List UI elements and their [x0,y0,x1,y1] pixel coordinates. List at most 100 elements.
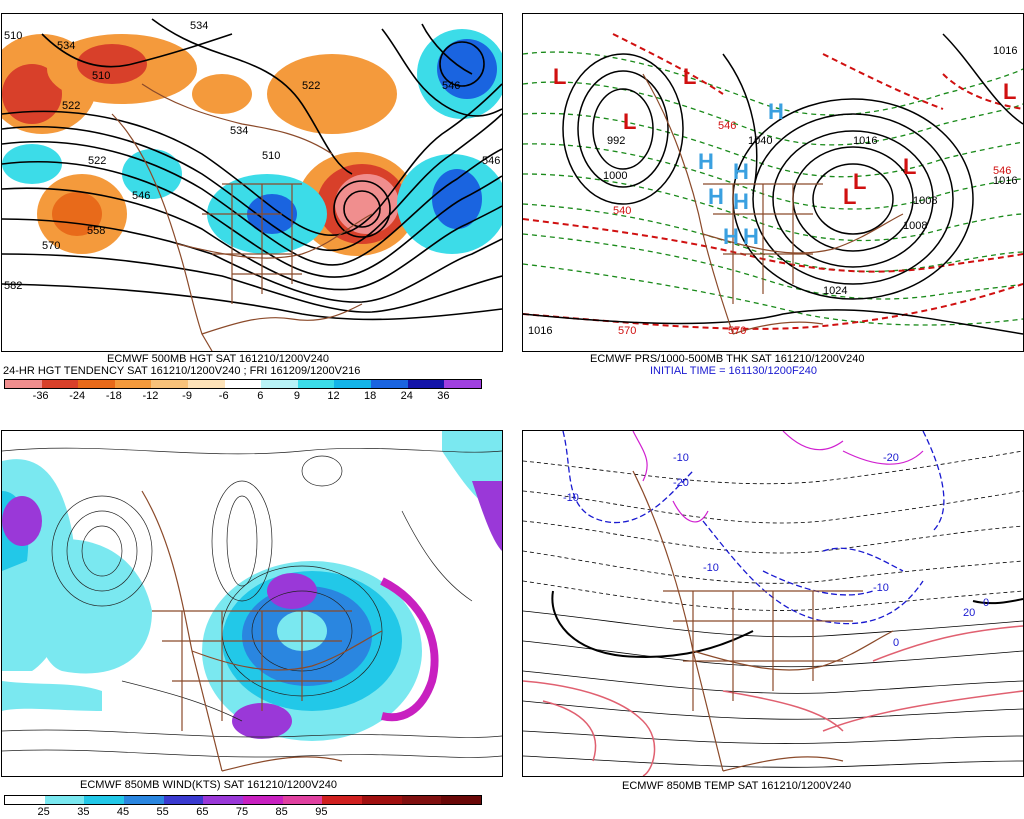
colorbar-ticks-wind: 25 35 45 55 65 75 85 95 [4,806,480,819]
fill-blob [2,64,62,124]
colorbar-swatch [41,380,79,388]
colorbar-swatch [401,796,442,804]
colorbar-swatch [224,380,262,388]
colorbar-tick-label: 18 [364,390,377,402]
contour-label: -20 [673,477,689,489]
contour-label: 1000 [603,170,627,182]
contour-label: 1016 [993,175,1017,187]
colorbar-tick-label: 75 [235,806,249,818]
contour-label: 540 [613,205,631,217]
colorbar-swatch [188,380,225,388]
colorbar-swatch [261,380,298,388]
contour-label: 570 [728,325,746,337]
contour-label: 570 [42,240,60,252]
colorbar-tick-label: -24 [69,390,86,402]
colorbar-tick-label: 95 [315,806,328,818]
colorbar-tick-label: 65 [196,806,209,818]
coastlines [111,83,373,351]
colorbar-swatch [5,796,45,804]
colorbar-swatch [78,380,115,388]
colorbar-tick-label: 9 [293,390,300,402]
fill-blob [2,144,62,184]
thickness-dashed [523,51,1023,326]
contour-label: 1016 [993,45,1017,57]
temp-pink [523,625,1023,776]
contour-label: 20 [963,607,975,619]
colorbar-tick-label: 35 [77,806,90,818]
colorbar-tick-label: -9 [182,390,192,402]
temp-labels: -10 -20 -10 -10 -20 -10 0 0 20 [563,452,989,649]
colorbar-wind [4,795,482,805]
panel-500mb-height: 510 534 510 522 534 522 546 510 534 522 546 546 558 5… [0,0,512,410]
colorbar-swatch [441,796,482,804]
map-850mb-temp: -10 -20 -10 -10 -20 -10 0 0 20 [522,430,1024,777]
colorbar-swatch [322,796,363,804]
fill-blob [335,174,399,234]
fill-blob [267,54,397,134]
colorbar-swatch [44,796,85,804]
contour-label: 522 [62,100,80,112]
contour-label: 0 [983,597,989,609]
colorbar-swatch [5,380,42,388]
contour-label: 510 [262,150,280,162]
fill-blob [192,74,252,114]
contour-label: 1008 [913,195,937,207]
contour-label: 1016 [853,135,877,147]
colorbar-tick-label: 36 [437,390,450,402]
colorbar-tick-label: -36 [32,390,49,402]
low-pressure-symbol: L [843,184,856,209]
high-pressure-symbol: H [743,224,759,249]
colorbar-swatch [371,380,408,388]
colorbar-swatch [282,796,323,804]
coastlines [632,470,894,772]
contour-label: 1024 [823,285,847,297]
colorbar-tick-label: -6 [218,390,229,402]
colorbar-swatch [203,796,244,804]
colorbar-tick-label: 24 [400,390,413,402]
colorbar-tick-label: 6 [257,390,264,402]
colorbar-tick-label: 12 [327,390,340,402]
fill-blob [432,169,482,229]
coastlines [141,490,383,772]
high-pressure-symbol: H [708,184,724,209]
thickness-red [523,33,1023,330]
contour-label: 522 [88,155,106,167]
low-pressure-symbol: L [623,109,636,134]
colorbar-tick-label: 85 [275,806,288,818]
colorbar-tick-label: 25 [37,806,50,818]
panel-850mb-temp: -10 -20 -10 -10 -20 -10 0 0 20 ECMWF 850MB TEMP … [512,410,1024,819]
wind-map [2,431,502,772]
contour-label: 534 [230,125,248,137]
height-contours [2,18,502,321]
colorbar-swatch [334,380,372,388]
contour-label: -10 [563,492,579,504]
caption-temp: ECMWF 850MB TEMP SAT 161210/1200V240 [622,780,852,792]
colorbar-ticks-tendency: -36 -24 -18 -12 -9 -6 6 9 12 18 24 36 [4,390,480,404]
contour-label: -20 [883,452,899,464]
caption-pressure: ECMWF PRS/1000-500MB THK SAT 161210/1200… [590,353,865,365]
high-pressure-symbol: H [733,189,749,214]
contour-label: 546 [132,190,150,202]
colorbar-swatch [362,796,402,804]
coastlines [642,73,904,335]
colorbar-swatch [114,380,152,388]
contour-label: 510 [92,70,110,82]
contour-label: 0 [893,637,899,649]
contour-label: 546 [993,165,1011,177]
temperature-map: -10 -20 -10 -10 -20 -10 0 0 20 [523,431,1023,776]
contour-label: 1040 [748,135,772,147]
temp-magenta [632,431,924,523]
height-tendency-map: 510 534 510 522 534 522 546 510 534 522 546 546 558 5… [2,18,502,351]
colorbar-swatch [84,796,125,804]
colorbar-swatch [151,380,189,388]
colorbar-swatch [243,796,283,804]
colorbar-swatch [297,380,335,388]
low-pressure-symbol: L [903,154,916,179]
contour-label: 546 [718,120,736,132]
contour-label: 1008 [903,220,927,232]
temp-blue [562,431,945,625]
